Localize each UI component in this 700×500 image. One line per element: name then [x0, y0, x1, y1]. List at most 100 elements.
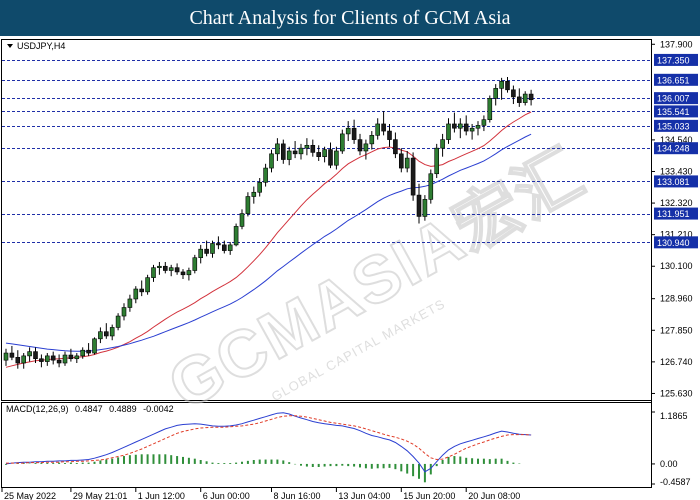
- candle: [328, 142, 333, 169]
- candle: [275, 138, 280, 161]
- price-tick-label: 125.630: [660, 388, 693, 398]
- price-tick-label: 134.540: [660, 135, 693, 145]
- candle-body: [86, 349, 91, 354]
- candle-body: [275, 143, 280, 155]
- candle: [428, 169, 434, 204]
- trading-chart[interactable]: GCMASIA宏汇 GLOBAL CAPITAL MARKETS USDJPY,…: [0, 36, 700, 500]
- candle: [157, 261, 162, 275]
- candle-body: [404, 157, 410, 169]
- candle: [269, 149, 274, 173]
- candle-body: [440, 139, 445, 149]
- candle: [98, 327, 103, 344]
- candle: [15, 350, 21, 369]
- candle: [27, 347, 32, 362]
- price-tick-label: 128.960: [660, 294, 693, 304]
- candle-body: [387, 130, 392, 140]
- candle: [121, 303, 127, 321]
- candle: [192, 254, 198, 274]
- price-tick-label: 133.430: [660, 166, 693, 176]
- candle-body: [351, 127, 357, 140]
- level-label-text: 135.541: [657, 107, 690, 117]
- candle-body: [39, 358, 44, 362]
- time-tick-label: 15 Jun 20:00: [403, 491, 455, 500]
- candle-body: [104, 331, 109, 337]
- level-label-box: [654, 105, 698, 118]
- candle: [80, 347, 85, 359]
- candle-body: [280, 143, 286, 160]
- time-tick-label: 1 Jun 12:00: [138, 491, 185, 500]
- candle-body: [398, 153, 404, 169]
- macd-title-text: MACD(12,26,9): [6, 404, 69, 414]
- candle-body: [393, 139, 398, 155]
- candle: [463, 115, 469, 136]
- candle: [375, 118, 381, 140]
- candle: [245, 192, 251, 217]
- candle: [452, 112, 457, 133]
- candle-body: [310, 144, 316, 153]
- level-label-box: [654, 119, 698, 132]
- candle-body: [50, 355, 56, 361]
- level-label-box: [654, 142, 698, 155]
- candle: [186, 267, 192, 281]
- macd-line: [5, 412, 532, 473]
- candle: [310, 139, 316, 157]
- candle-body: [233, 226, 239, 246]
- level-label-box: [654, 92, 698, 105]
- candle: [404, 150, 410, 173]
- candle-body: [44, 355, 50, 362]
- candle: [434, 143, 440, 179]
- candle: [416, 183, 422, 224]
- candle: [151, 264, 156, 282]
- candle-body: [74, 355, 80, 360]
- candle-body: [239, 213, 245, 227]
- candle-body: [222, 244, 227, 251]
- candle-body: [56, 359, 62, 364]
- candle: [363, 139, 369, 160]
- candle-body: [298, 147, 304, 155]
- candle: [334, 146, 339, 170]
- candle: [511, 85, 516, 105]
- candle: [410, 152, 416, 201]
- candle-body: [245, 196, 251, 214]
- candle-body: [339, 133, 345, 152]
- candle: [227, 242, 233, 255]
- candle-body: [493, 88, 499, 99]
- symbol-dropdown-icon[interactable]: [7, 44, 13, 48]
- price-tick-label: 127.850: [660, 325, 693, 335]
- candle: [216, 236, 221, 250]
- time-tick-label: 6 Jun 00:00: [203, 491, 250, 500]
- candle-body: [174, 267, 180, 273]
- candle-body: [198, 248, 203, 259]
- candle-body: [21, 355, 27, 364]
- candle: [174, 263, 180, 275]
- candle-body: [328, 149, 333, 166]
- candle-body: [157, 265, 162, 268]
- candle: [133, 286, 139, 304]
- candle: [233, 223, 239, 247]
- price-tick-label: 130.100: [660, 261, 693, 271]
- candle-body: [180, 271, 186, 276]
- macd-panel-frame: [1, 402, 652, 488]
- time-tick-label: 25 May 2022: [4, 491, 56, 500]
- time-tick-label: 8 Jun 16:00: [274, 491, 321, 500]
- candle: [298, 143, 304, 160]
- candle: [222, 240, 227, 254]
- candle: [393, 132, 398, 159]
- candle-body: [216, 243, 221, 246]
- candle: [198, 244, 203, 264]
- level-label-text: 136.007: [657, 94, 690, 104]
- candle: [422, 195, 428, 221]
- candle-body: [121, 307, 127, 317]
- candle-body: [499, 80, 504, 89]
- level-label-box: [654, 236, 698, 249]
- candle: [104, 323, 109, 339]
- price-axis: 137.900 134.540 133.430 132.320 131.210 130.1…: [651, 39, 693, 398]
- candle: [86, 343, 91, 356]
- candle-body: [186, 270, 192, 276]
- time-tick-label: 29 May 21:01: [73, 491, 128, 500]
- candle: [33, 347, 38, 364]
- candle: [440, 133, 445, 157]
- candle-body: [33, 351, 38, 360]
- candle: [522, 91, 528, 106]
- candle-body: [469, 127, 475, 132]
